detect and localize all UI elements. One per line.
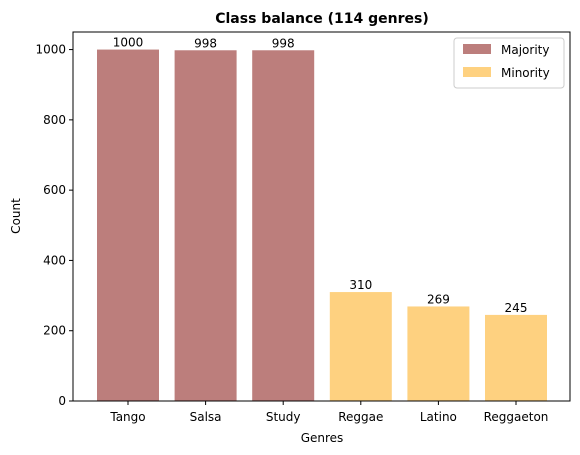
data-label-latino: 269 — [427, 292, 450, 306]
bar-study — [252, 50, 314, 401]
data-label-reggae: 310 — [349, 278, 372, 292]
data-label-tango: 1000 — [113, 36, 144, 50]
chart-title: Class balance (114 genres) — [215, 11, 429, 27]
bars-group — [97, 50, 547, 401]
y-axis-label: Count — [9, 198, 23, 234]
x-axis: Tango Salsa Study Reggae Latino Reggaeton — [109, 401, 548, 424]
y-tick-label-400: 400 — [43, 253, 66, 267]
y-tick-label-600: 600 — [43, 183, 66, 197]
bar-latino — [407, 306, 469, 401]
y-tick-label-200: 200 — [43, 324, 66, 338]
x-tick-label-salsa: Salsa — [190, 410, 222, 424]
y-tick-label-800: 800 — [43, 113, 66, 127]
data-label-salsa: 998 — [194, 36, 217, 50]
bar-tango — [97, 50, 159, 401]
bar-salsa — [175, 50, 237, 401]
x-tick-label-tango: Tango — [109, 410, 145, 424]
legend-swatch-minority — [463, 67, 491, 77]
legend-label-majority: Majority — [501, 43, 549, 57]
y-tick-label-0: 0 — [58, 394, 66, 408]
x-axis-label: Genres — [301, 431, 344, 445]
x-tick-label-reggae: Reggae — [338, 410, 383, 424]
x-tick-label-latino: Latino — [420, 410, 457, 424]
x-tick-label-study: Study — [266, 410, 301, 424]
x-tick-label-reggaeton: Reggaeton — [484, 410, 549, 424]
data-label-study: 998 — [272, 36, 295, 50]
y-tick-label-1000: 1000 — [35, 43, 66, 57]
y-axis: 0 200 400 600 800 1000 — [35, 43, 73, 408]
data-label-reggaeton: 245 — [505, 301, 528, 315]
bar-reggaeton — [485, 315, 547, 401]
legend-label-minority: Minority — [501, 66, 550, 80]
legend: Majority Minority — [454, 38, 564, 88]
bar-reggae — [330, 292, 392, 401]
legend-swatch-majority — [463, 44, 491, 54]
